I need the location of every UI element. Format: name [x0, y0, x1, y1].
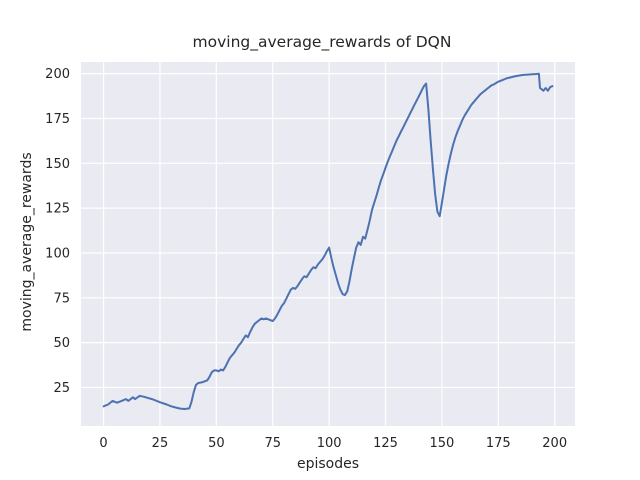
x-tick-label-75: 75: [264, 436, 281, 451]
gridlines: [81, 62, 575, 426]
x-tick-label-175: 175: [486, 436, 511, 451]
x-tick-label-0: 0: [99, 436, 107, 451]
y-tick-label-100: 100: [45, 246, 70, 261]
x-tick-label-200: 200: [542, 436, 567, 451]
y-tick-label-75: 75: [53, 291, 70, 306]
y-tick-label-175: 175: [45, 112, 70, 127]
y-tick-label-150: 150: [45, 157, 70, 172]
y-tick-label-125: 125: [45, 202, 70, 217]
x-axis-label: episodes: [297, 456, 359, 472]
x-tick-label-50: 50: [208, 436, 225, 451]
chart-title: moving_average_rewards of DQN: [193, 33, 452, 52]
series-lines: [102, 72, 554, 410]
x-tick-label-125: 125: [373, 436, 398, 451]
x-tick-label-100: 100: [317, 436, 342, 451]
y-tick-label-50: 50: [53, 336, 70, 351]
x-tick-label-150: 150: [429, 436, 454, 451]
reward-line: [102, 72, 554, 410]
plot-area: [81, 62, 575, 426]
y-tick-label-25: 25: [53, 381, 70, 396]
x-tick-label-25: 25: [152, 436, 169, 451]
y-axis-label: moving_average_rewards: [19, 152, 35, 331]
tick-labels: 0 25 50 75 100 125 150 175 200 25 50 75 100 125 150 175…: [45, 67, 567, 451]
y-tick-label-200: 200: [45, 67, 70, 82]
